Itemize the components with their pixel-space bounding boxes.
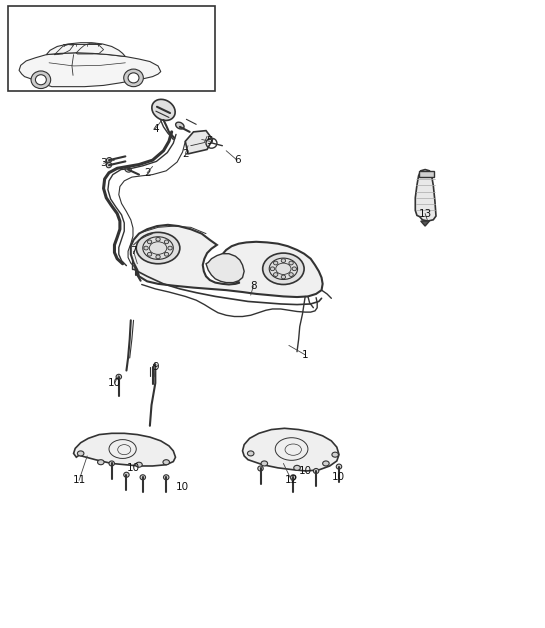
Ellipse shape	[144, 246, 148, 250]
Ellipse shape	[292, 267, 296, 271]
Polygon shape	[421, 221, 429, 226]
Ellipse shape	[109, 461, 114, 466]
Polygon shape	[74, 433, 175, 466]
Polygon shape	[243, 428, 339, 471]
Ellipse shape	[124, 472, 129, 477]
Text: 9: 9	[152, 362, 159, 372]
Text: 10: 10	[331, 472, 344, 482]
Ellipse shape	[116, 374, 122, 379]
Ellipse shape	[164, 475, 169, 480]
Polygon shape	[415, 170, 436, 221]
Ellipse shape	[124, 69, 143, 87]
Ellipse shape	[128, 73, 139, 83]
Text: 3: 3	[100, 158, 107, 168]
Ellipse shape	[152, 99, 175, 121]
Text: 11: 11	[72, 475, 86, 485]
Polygon shape	[19, 53, 161, 87]
Polygon shape	[46, 43, 125, 57]
Ellipse shape	[332, 452, 338, 457]
Ellipse shape	[140, 475, 146, 480]
Ellipse shape	[168, 246, 172, 250]
Text: 8: 8	[250, 281, 257, 291]
Ellipse shape	[294, 465, 300, 470]
Ellipse shape	[313, 468, 319, 474]
Text: 2: 2	[144, 168, 150, 178]
Text: 2: 2	[182, 149, 189, 159]
Ellipse shape	[263, 253, 304, 284]
Ellipse shape	[136, 462, 142, 467]
Ellipse shape	[258, 466, 263, 471]
Ellipse shape	[323, 461, 329, 466]
Ellipse shape	[274, 261, 278, 265]
Ellipse shape	[163, 460, 169, 465]
Text: 7: 7	[130, 246, 137, 256]
Bar	[132, 261, 141, 269]
Text: 10: 10	[127, 463, 140, 473]
Ellipse shape	[165, 252, 169, 256]
Ellipse shape	[289, 261, 293, 265]
Text: 10: 10	[299, 466, 312, 476]
Ellipse shape	[261, 461, 268, 466]
Ellipse shape	[106, 163, 112, 168]
Ellipse shape	[274, 273, 278, 276]
Text: 1: 1	[302, 350, 308, 360]
Ellipse shape	[77, 451, 84, 456]
Polygon shape	[131, 225, 323, 297]
Ellipse shape	[247, 451, 254, 456]
Text: 6: 6	[234, 155, 240, 165]
Text: 5: 5	[207, 136, 213, 146]
Ellipse shape	[136, 232, 180, 264]
Polygon shape	[206, 254, 244, 283]
Ellipse shape	[270, 267, 275, 271]
Ellipse shape	[156, 255, 160, 259]
Ellipse shape	[125, 167, 131, 172]
Text: 4: 4	[152, 124, 159, 134]
Ellipse shape	[147, 240, 152, 244]
Ellipse shape	[290, 475, 296, 480]
Bar	[8, 6, 215, 91]
Text: 13: 13	[419, 208, 432, 219]
Ellipse shape	[98, 460, 104, 465]
Bar	[419, 171, 434, 177]
Text: 12: 12	[285, 475, 298, 485]
Ellipse shape	[165, 240, 169, 244]
Ellipse shape	[336, 464, 342, 469]
Ellipse shape	[156, 237, 160, 241]
Ellipse shape	[281, 259, 286, 263]
Ellipse shape	[106, 158, 112, 163]
Ellipse shape	[175, 122, 184, 129]
Ellipse shape	[281, 275, 286, 279]
Text: 10: 10	[176, 482, 189, 492]
Ellipse shape	[35, 75, 46, 85]
Polygon shape	[185, 131, 213, 154]
Ellipse shape	[31, 71, 51, 89]
Ellipse shape	[147, 252, 152, 256]
Ellipse shape	[289, 273, 293, 276]
Text: 10: 10	[108, 378, 121, 388]
